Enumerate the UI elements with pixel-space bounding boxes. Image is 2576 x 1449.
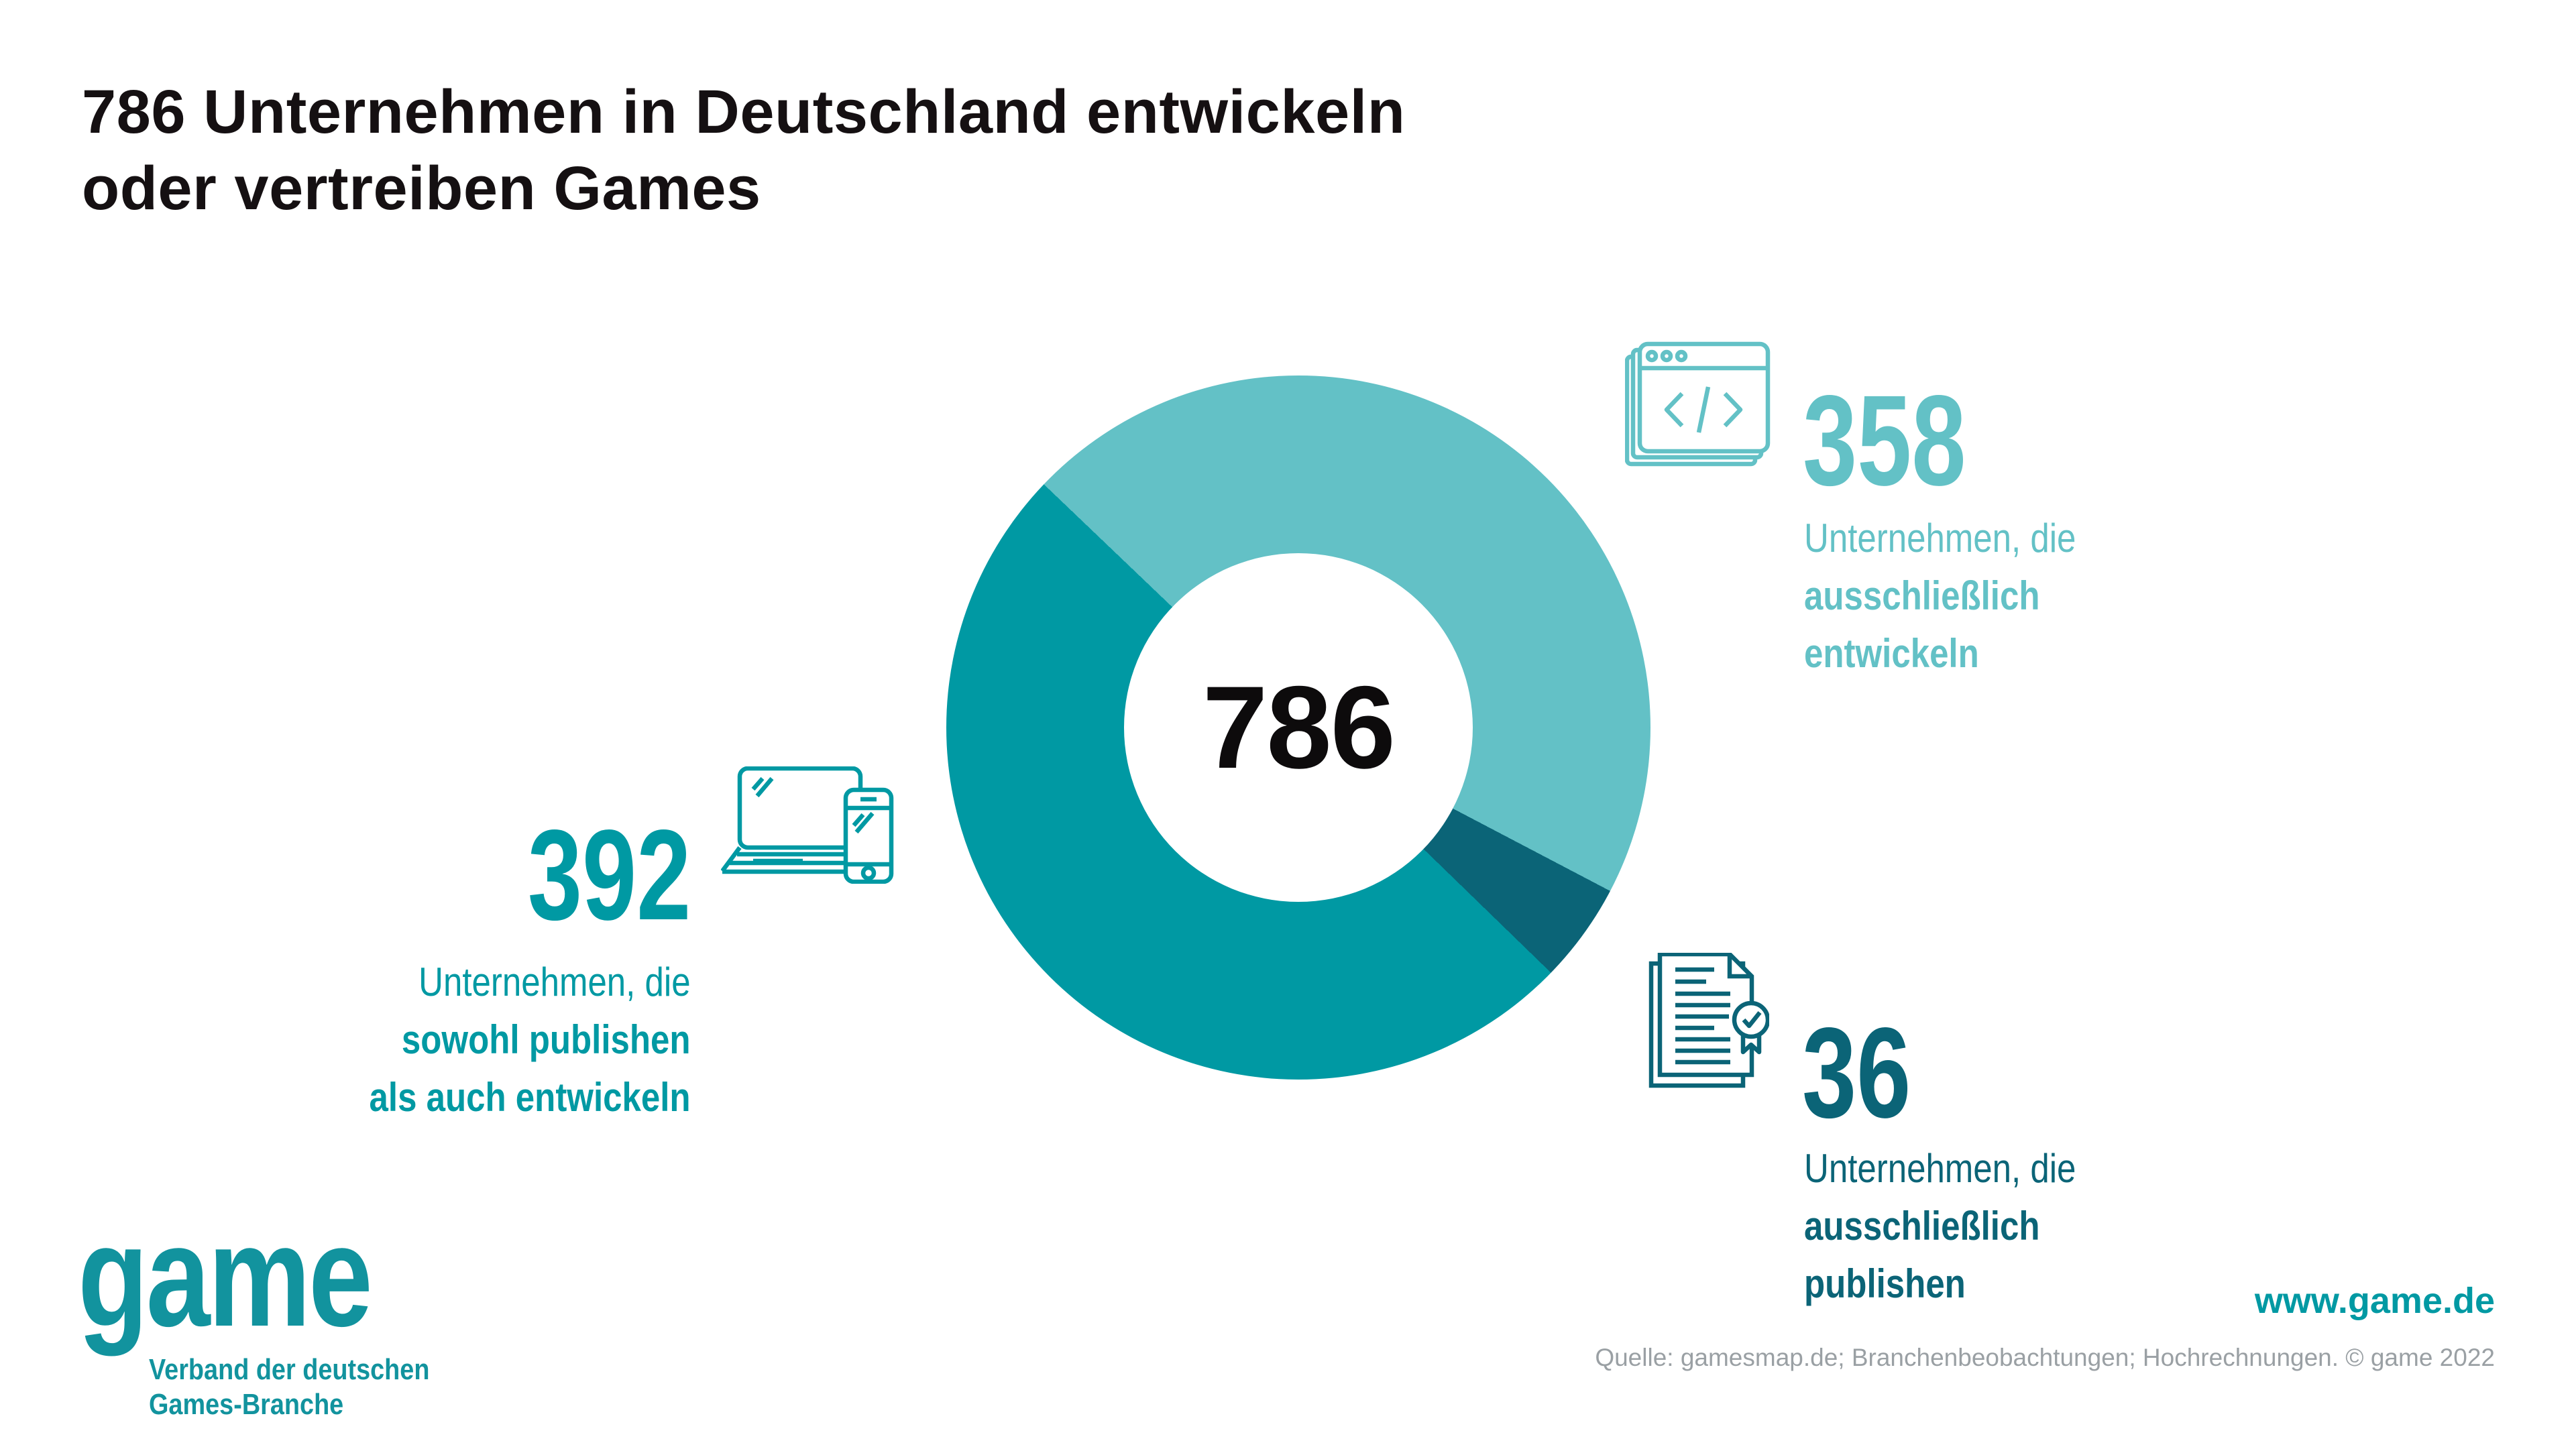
page-title: 786 Unternehmen in Deutschland entwickel… xyxy=(82,74,1405,227)
page-title-line2: oder vertreiben Games xyxy=(82,154,761,223)
laptop-smartphone-icon xyxy=(721,766,894,884)
game-logo-tagline-line1: Verband der deutschen xyxy=(149,1353,430,1386)
page-title-line1: 786 Unternehmen in Deutschland entwickel… xyxy=(82,78,1406,146)
document-seal-icon xyxy=(1648,953,1769,1090)
value-develop-only: 358 xyxy=(1803,368,1966,512)
label-publish-and-develop-line2: sowohl publishen xyxy=(402,1017,691,1062)
website-link[interactable]: www.game.de xyxy=(2254,1281,2495,1321)
label-publish-and-develop: Unternehmen, die sowohl publishen als au… xyxy=(370,953,691,1126)
label-develop-only-line3: entwickeln xyxy=(1804,631,1979,676)
label-publish-and-develop-line3: als auch entwickeln xyxy=(369,1075,691,1120)
label-publish-only-line2: ausschließlich xyxy=(1804,1204,2040,1249)
game-logo-tagline-line2: Games-Branche xyxy=(149,1388,344,1421)
label-publish-only-line1: Unternehmen, die xyxy=(1804,1146,2076,1191)
label-develop-only-line1: Unternehmen, die xyxy=(1804,516,2076,561)
source-note: Quelle: gamesmap.de; Branchenbeobachtung… xyxy=(1595,1344,2495,1371)
value-publish-and-develop: 392 xyxy=(527,803,691,947)
label-publish-only: Unternehmen, die ausschließlich publishe… xyxy=(1804,1140,2076,1313)
donut-chart-hole: 786 xyxy=(1124,553,1473,902)
label-publish-only-line3: publishen xyxy=(1804,1261,1966,1306)
label-develop-only: Unternehmen, die ausschließlich entwicke… xyxy=(1804,510,2076,683)
value-publish-only: 36 xyxy=(1802,1000,1911,1145)
code-window-icon xyxy=(1625,341,1771,467)
game-logo: game xyxy=(78,1195,373,1356)
donut-total-value: 786 xyxy=(1202,662,1396,793)
label-develop-only-line2: ausschließlich xyxy=(1804,573,2040,618)
donut-chart: 786 xyxy=(946,375,1650,1080)
label-publish-and-develop-line1: Unternehmen, die xyxy=(418,960,691,1004)
game-logo-tagline: Verband der deutschen Games-Branche xyxy=(149,1352,429,1422)
